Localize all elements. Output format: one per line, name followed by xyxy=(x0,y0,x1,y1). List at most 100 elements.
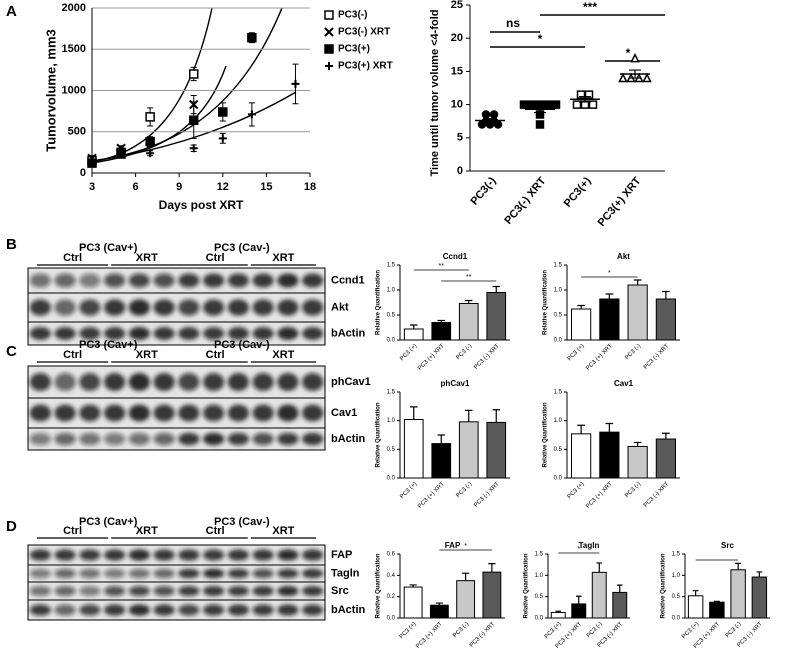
blot-band xyxy=(79,604,101,616)
y-tick-label: 1.5 xyxy=(554,390,563,396)
data-point xyxy=(88,156,96,165)
blot-band xyxy=(29,549,51,561)
bar xyxy=(486,421,507,479)
chart-title: phCav1 xyxy=(441,379,470,388)
data-point xyxy=(630,52,640,63)
x-tick-label: PC3 (-) XRT xyxy=(643,481,671,509)
blot-band xyxy=(29,432,51,446)
blot-band xyxy=(79,585,101,597)
band-label: bActin xyxy=(331,327,366,339)
blot-band xyxy=(128,299,150,316)
y-tick-label: 25 xyxy=(451,0,463,11)
blot-band xyxy=(302,299,324,316)
bar xyxy=(482,571,502,619)
y-axis-label: Relative Quantification xyxy=(376,402,382,467)
significance: * xyxy=(626,46,631,60)
blot-band xyxy=(54,273,76,288)
data-point xyxy=(188,69,199,79)
data-point xyxy=(519,100,529,109)
x-tick-label: 15 xyxy=(260,181,272,193)
blot-band xyxy=(178,585,200,597)
y-axis-label: Relative Quantification xyxy=(376,553,382,618)
bar xyxy=(403,419,424,479)
blot-band xyxy=(128,327,150,340)
y-tick-label: 0.0 xyxy=(387,338,396,344)
blot-strip xyxy=(27,397,326,429)
bar xyxy=(550,611,566,619)
blot-band xyxy=(153,373,175,391)
lane-label: Ctrl xyxy=(63,525,82,537)
blot-band xyxy=(153,404,175,422)
blot-band xyxy=(178,327,200,340)
legend-label: PC3(-) XRT xyxy=(338,27,390,38)
bar xyxy=(571,308,592,341)
y-axis-label: Relative Quantification xyxy=(543,402,549,467)
y-tick-label: 0.0 xyxy=(554,476,563,482)
error-bar xyxy=(662,290,670,299)
error-bar xyxy=(605,293,614,299)
blot-band xyxy=(104,568,126,579)
y-tick-label: 15 xyxy=(451,65,463,77)
blot-band xyxy=(153,585,175,597)
y-tick-label: 1.5 xyxy=(387,263,396,269)
y-tick-label: 1500 xyxy=(62,43,86,55)
blot-band xyxy=(227,432,249,446)
y-tick-label: 20 xyxy=(451,32,463,44)
y-tick-label: 0 xyxy=(80,167,86,179)
data-point xyxy=(527,100,537,109)
blot-band xyxy=(104,404,126,422)
y-tick-label: 2000 xyxy=(62,2,86,14)
band-label: Tagln xyxy=(331,567,360,579)
bar xyxy=(599,431,620,479)
x-tick-label: PC3 (-) xyxy=(624,343,642,361)
blot-band xyxy=(277,404,299,422)
y-tick-label: 0.5 xyxy=(535,594,544,600)
error-bar xyxy=(756,571,763,578)
blot-band xyxy=(227,273,249,288)
blot-band xyxy=(54,327,76,340)
error-bar xyxy=(633,279,642,285)
bar xyxy=(612,591,628,619)
error-bar xyxy=(633,441,642,447)
y-axis-label: Tumorvolume, mm3 xyxy=(43,29,58,152)
blot-band xyxy=(178,549,200,561)
blot-band xyxy=(79,373,101,391)
blot-band xyxy=(227,549,249,561)
significance: * xyxy=(577,546,580,553)
x-tick-label: PC3 (-) XRT xyxy=(643,343,671,371)
data-point xyxy=(535,120,545,129)
y-tick-label: 1.5 xyxy=(535,552,544,558)
y-tick-label: 5 xyxy=(457,132,463,144)
y-tick-label: 1.5 xyxy=(672,552,681,558)
data-point xyxy=(580,100,590,109)
data-point xyxy=(189,144,198,153)
bar xyxy=(571,433,592,479)
lane-label: Ctrl xyxy=(206,252,225,264)
data-point xyxy=(642,72,652,83)
data-point xyxy=(543,100,553,109)
x-tick-label: PC3 (+) XRT xyxy=(415,621,444,650)
blot-band xyxy=(104,373,126,391)
band-label: Ccnd1 xyxy=(331,274,365,286)
lane-label: Ctrl xyxy=(63,252,82,264)
band-label: Akt xyxy=(331,301,349,313)
x-tick-label: PC3 (+) xyxy=(567,343,586,362)
error-bar xyxy=(534,105,546,114)
panel-label: A xyxy=(6,3,17,20)
data-point xyxy=(117,149,126,158)
blot-band xyxy=(178,373,200,391)
blot-band xyxy=(128,404,150,422)
blot-strip xyxy=(27,599,326,621)
band-label: Cav1 xyxy=(331,407,357,419)
x-tick-label: PC3(+) xyxy=(562,175,594,210)
blot-band xyxy=(54,549,76,561)
axis xyxy=(469,5,665,172)
blot-band xyxy=(203,327,225,340)
y-tick-label: 1.0 xyxy=(554,288,563,294)
x-tick-label: 6 xyxy=(133,181,139,193)
bar xyxy=(403,328,424,341)
error-bar xyxy=(579,96,591,103)
blot-band xyxy=(54,604,76,616)
y-axis-label: Relative Quantification xyxy=(661,553,667,618)
blot-band xyxy=(277,585,299,597)
